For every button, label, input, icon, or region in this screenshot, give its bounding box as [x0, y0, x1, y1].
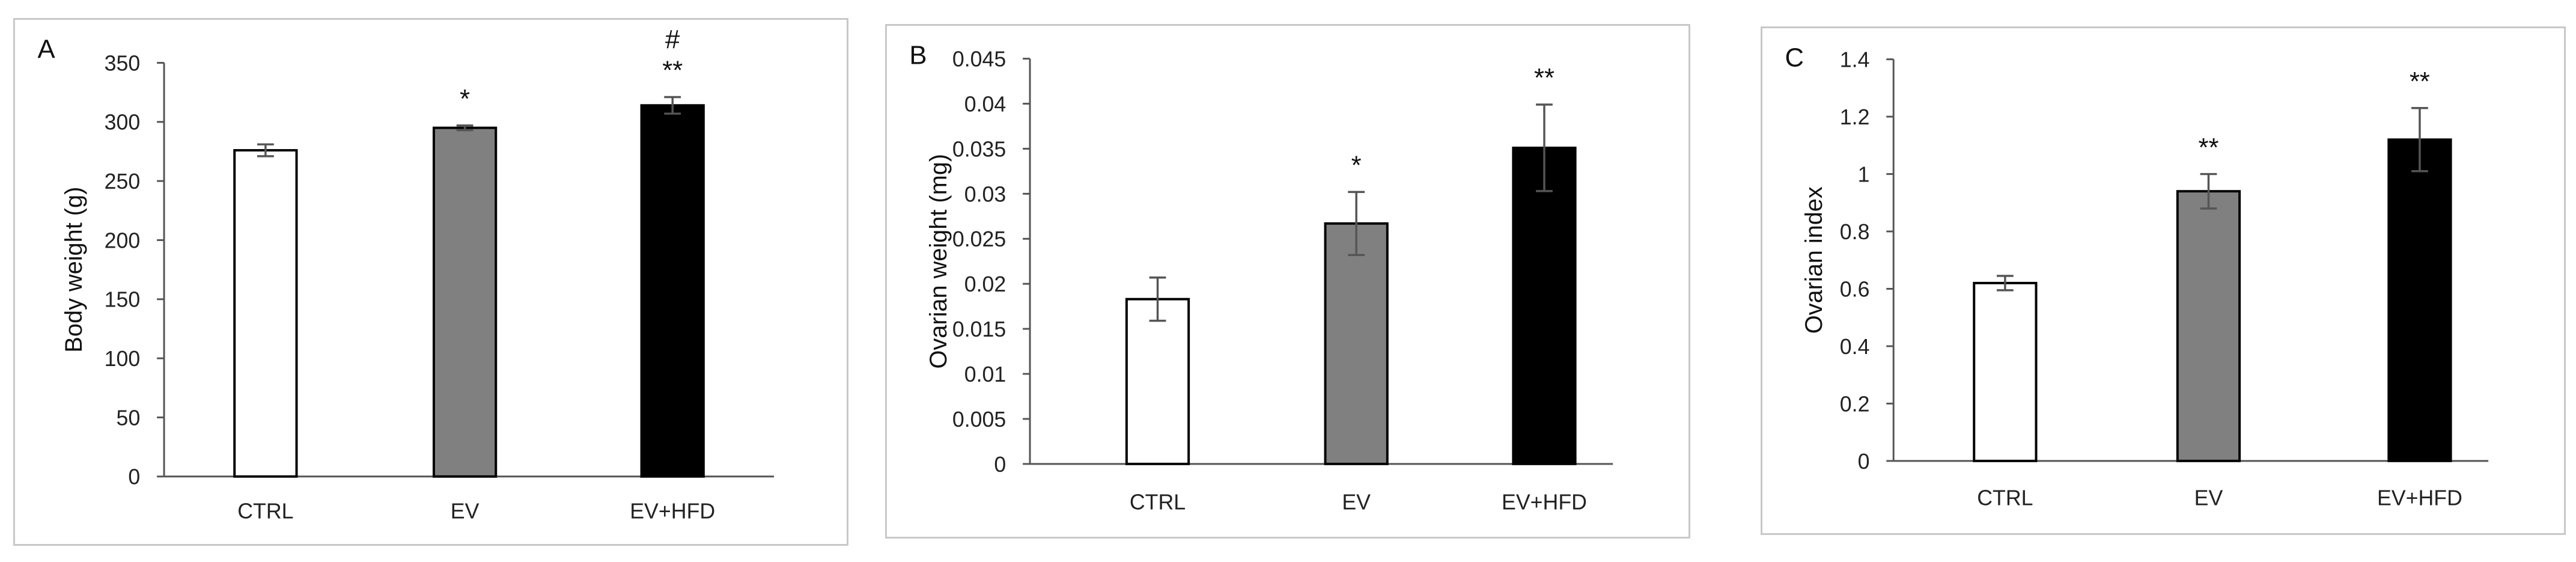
- chart-panel-c: C Ovarian index 0 0.2 0.4 0.6 0.8 1 1.2 1.4 CTRL **…: [1761, 26, 2566, 535]
- panel-c-y-tick-label: 1.4: [1840, 48, 1870, 72]
- panel-c-x-tick-label: EV+HFD: [2377, 486, 2462, 510]
- panel-c-y-tick-label: 0.6: [1840, 277, 1870, 301]
- panel-a-y-tick-label: 200: [105, 228, 141, 252]
- panel-b-y-tick-label: 0.04: [964, 92, 1006, 116]
- panel-b-bar-ev: [1324, 222, 1389, 465]
- chart-panel-b: B Ovarian weight (mg) 0 0.005 0.01 0.015 0.02 0…: [885, 24, 1690, 539]
- panel-c-bar-ev-hfd: [2387, 138, 2452, 462]
- panel-b-y-tick-label: 0.025: [952, 227, 1006, 251]
- panel-c-significance-ev: **: [2198, 133, 2218, 162]
- panel-c-significance-ev-hfd: **: [2410, 67, 2430, 96]
- panel-a-x-tick-label: CTRL: [237, 499, 293, 523]
- panel-a-y-tick-label: 350: [105, 51, 141, 75]
- chart-c-svg: C Ovarian index 0 0.2 0.4 0.6 0.8 1 1.2 1.4 CTRL **…: [1785, 43, 2489, 510]
- panel-b-y-tick-label: 0.03: [964, 182, 1006, 206]
- panel-a-bar-ev: [432, 126, 498, 478]
- panel-a-bar-ev-hfd: [640, 104, 705, 478]
- panel-a-y-tick-label: 300: [105, 111, 141, 135]
- panel-b-y-tick-label: 0.005: [952, 408, 1006, 432]
- chart-panel-a: A Body weight (g) 0 50 100 150 200 250 300 350 CTR…: [13, 18, 848, 546]
- panel-b-y-tick-label: 0.015: [952, 317, 1006, 341]
- panel-a-y-axis-label: Body weight (g): [61, 187, 87, 353]
- panel-c-x-tick-label: EV: [2194, 486, 2223, 510]
- panel-a-significance-ev-hfd: **: [662, 56, 683, 85]
- chart-b-svg: B Ovarian weight (mg) 0 0.005 0.01 0.015 0.02 0…: [909, 41, 1613, 514]
- panel-b-y-tick-label: 0.01: [964, 362, 1006, 386]
- panel-a-significance-ev: *: [460, 84, 470, 114]
- panel-a-y-tick-label: 0: [128, 465, 140, 489]
- chart-a-svg: A Body weight (g) 0 50 100 150 200 250 300 350 CTR…: [38, 25, 775, 523]
- panel-b-x-tick-label: EV+HFD: [1502, 490, 1587, 514]
- panel-b-x-tick-label: CTRL: [1130, 490, 1186, 514]
- panel-c-y-tick-label: 1: [1858, 162, 1870, 186]
- panel-a-y-tick-label: 150: [105, 288, 141, 312]
- panel-b-significance-ev: *: [1351, 151, 1362, 180]
- panel-c-bar-ev: [2176, 190, 2241, 462]
- panel-c-bar-ctrl: [1973, 281, 2038, 462]
- panel-b-y-tick-label: 0.02: [964, 272, 1006, 296]
- panel-c-y-axis-label: Ovarian index: [1801, 186, 1827, 334]
- panel-b-bar-ctrl: [1125, 298, 1190, 465]
- panel-a-x-tick-label: EV: [451, 499, 480, 523]
- panel-b-y-tick-label: 0.045: [952, 47, 1006, 72]
- panel-c-y-tick-label: 0.4: [1840, 335, 1870, 359]
- panel-b-y-tick-label: 0: [994, 453, 1006, 477]
- panel-a-bar-ctrl: [233, 149, 298, 478]
- panel-c-x-tick-label: CTRL: [1977, 486, 2033, 510]
- panel-b-y-tick-label: 0.035: [952, 137, 1006, 161]
- panel-c-letter: C: [1785, 43, 1804, 73]
- panel-b-x-tick-label: EV: [1342, 490, 1371, 514]
- panel-b-letter: B: [909, 41, 927, 70]
- panel-a-y-tick-label: 50: [117, 406, 141, 430]
- panel-c-y-tick-label: 0.2: [1840, 392, 1870, 416]
- panel-a-y-tick-label: 250: [105, 170, 141, 194]
- panel-b-significance-ev-hfd: **: [1534, 63, 1554, 93]
- panel-a-letter: A: [38, 35, 56, 64]
- panel-a-significance-ev-hfd: #: [665, 25, 680, 54]
- panel-b-y-axis-label: Ovarian weight (mg): [925, 154, 952, 368]
- panel-a-y-tick-label: 100: [105, 347, 141, 371]
- panel-c-y-tick-label: 0.8: [1840, 220, 1870, 244]
- panel-a-x-tick-label: EV+HFD: [630, 499, 715, 523]
- panel-c-y-tick-label: 1.2: [1840, 105, 1870, 129]
- panel-c-y-tick-label: 0: [1858, 450, 1870, 474]
- panel-b-bar-ev-hfd: [1512, 146, 1577, 465]
